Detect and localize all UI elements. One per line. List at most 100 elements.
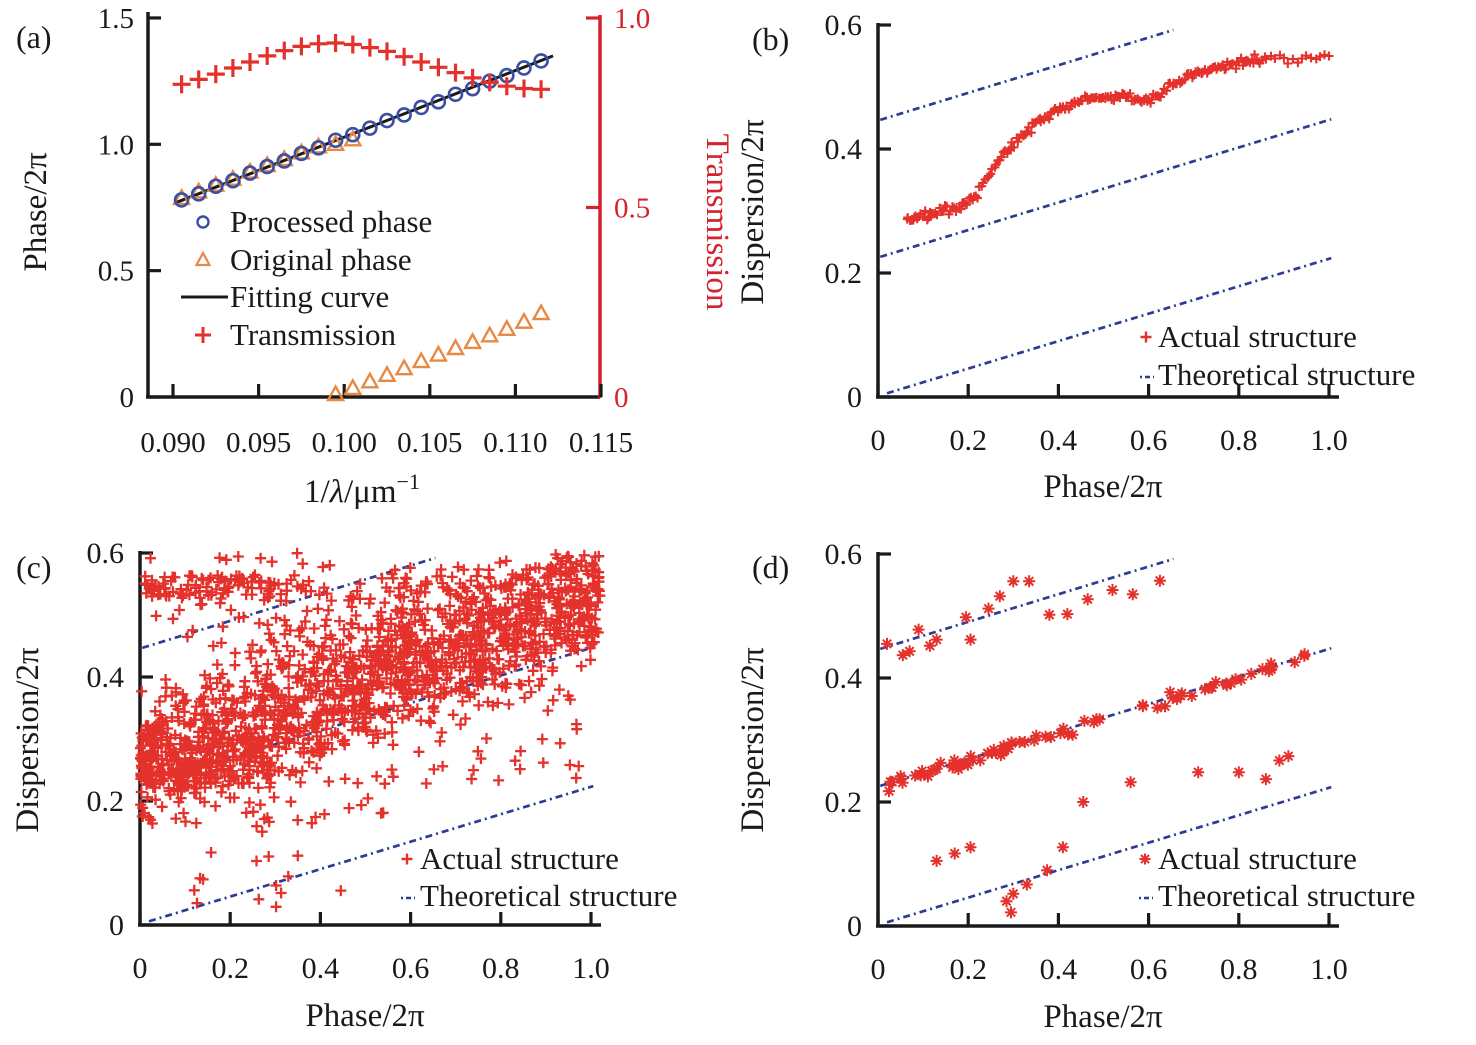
x-tick-label: 0: [133, 952, 148, 985]
panel-label-c: (c): [16, 549, 52, 585]
y-tick-label: 0.2: [825, 786, 863, 819]
y-axis-label: Dispersion/2π: [735, 647, 771, 833]
processed-phase-point: [259, 158, 275, 175]
x-axis-label: Phase/2π: [305, 998, 425, 1034]
legend-label: Actual structure: [420, 841, 619, 876]
x-tick-label: 0.2: [949, 953, 987, 986]
actual-structure-points: [881, 574, 1311, 919]
y-tick-label: 0.4: [825, 662, 863, 695]
x-tick-label: 0.6: [392, 952, 430, 985]
processed-phase-point: [293, 145, 310, 162]
y-tick-label-left: 1.5: [98, 3, 134, 35]
legend-label: Processed phase: [230, 204, 432, 239]
processed-phase-point: [379, 112, 395, 129]
x-tick-label: 0.4: [1040, 953, 1078, 986]
y-tick-label: 0.2: [825, 257, 863, 290]
y-tick-label-right: 0.5: [614, 193, 650, 225]
panel-label-a: (a): [16, 19, 52, 55]
processed-phase-point: [190, 186, 207, 202]
x-tick-label: 0.105: [397, 427, 462, 459]
x-tick-label: 1.0: [572, 952, 610, 985]
theoretical-structure-line: [879, 117, 1332, 259]
theoretical-structure-line: [879, 557, 1174, 651]
y-axis-label-right: Transmission: [699, 134, 735, 311]
processed-phase-point: [430, 94, 447, 110]
x-tick-label: 0.090: [140, 427, 205, 459]
y-tick-label: 0.6: [825, 9, 863, 42]
x-tick-label: 0.095: [226, 427, 291, 459]
panel-b: 0 0.2 0.4 0.6 0.8 1.0 0 0.2 0.4 0.6 (b) Dispersion/…: [735, 9, 1415, 505]
theoretical-structure-line: [141, 645, 594, 787]
x-axis-label: Phase/2π: [1043, 999, 1163, 1035]
processed-phase-point: [173, 192, 190, 208]
legend-marker-plus: [1140, 331, 1152, 343]
processed-phase-point: [310, 140, 327, 156]
panel-d: 0 0.2 0.4 0.6 0.8 1.0 0 0.2 0.4 0.6 (d) Dispersion/…: [735, 538, 1415, 1035]
y-tick-label-left: 1.0: [98, 129, 134, 161]
legend-marker-circle: [196, 215, 210, 229]
x-tick-label: 0: [871, 424, 886, 457]
processed-phase-point: [516, 60, 532, 76]
x-tick-label: 0.8: [1220, 953, 1258, 986]
x-tick-label: 0.2: [211, 952, 249, 985]
y-tick-label: 0: [109, 909, 124, 942]
theoretical-structure-line: [148, 784, 594, 923]
y-tick-label-left: 0.5: [98, 256, 134, 288]
x-tick-label: 0.6: [1130, 953, 1168, 986]
legend-label: Fitting curve: [230, 279, 389, 314]
actual-structure-points: [902, 50, 1334, 225]
processed-phase-point: [533, 53, 549, 69]
x-tick-label: 0.8: [482, 952, 520, 985]
legend-marker-plus: [195, 327, 211, 343]
processed-phase-point: [225, 172, 241, 189]
theoretical-structure-line: [879, 646, 1332, 788]
legend-label: Actual structure: [1158, 319, 1357, 354]
original-phase-points: [172, 129, 551, 402]
processed-phase-point: [344, 126, 361, 143]
y-tick-label: 0.4: [87, 661, 125, 694]
panel-a: 0.090 0.095 0.100 0.105 0.110 0.115 0 0.5 1.0 1.5…: [16, 3, 735, 510]
x-tick-label: 0.110: [483, 427, 547, 459]
processed-phase-point: [447, 86, 464, 103]
processed-phase-point: [396, 107, 412, 123]
x-tick-label: 0.115: [569, 427, 633, 459]
x-tick-label: 0.2: [949, 424, 987, 457]
x-tick-label: 1.0: [1310, 953, 1348, 986]
transmission-points: [172, 34, 551, 99]
legend-marker-star: [1139, 853, 1151, 865]
y-tick-label: 0.6: [87, 537, 125, 570]
panel-label-b: (b): [752, 21, 789, 57]
y-axis-label: Dispersion/2π: [10, 647, 46, 833]
legend-label: Original phase: [230, 242, 412, 277]
theoretical-structure-line: [886, 785, 1332, 924]
x-tick-label: 0.100: [312, 427, 377, 459]
processed-phase-point: [242, 165, 258, 181]
legend-label: Theoretical structure: [1158, 878, 1415, 913]
theoretical-structure-line: [879, 28, 1174, 122]
y-tick-label-left: 0: [120, 382, 135, 414]
y-tick-label: 0: [847, 381, 862, 414]
y-tick-label: 0.2: [87, 785, 125, 818]
processed-phase-point: [413, 99, 430, 116]
y-axis-label: Dispersion/2π: [735, 119, 771, 305]
panel-c: 0 0.2 0.4 0.6 0.8 1.0 0 0.2 0.4 0.6 (c) Dispersion/…: [10, 537, 677, 1034]
legend-label: Transmission: [230, 317, 396, 352]
x-tick-label: 0.4: [302, 952, 340, 985]
x-tick-label: 0: [871, 953, 886, 986]
legend-label: Actual structure: [1158, 841, 1357, 876]
legend-label: Theoretical structure: [420, 878, 677, 913]
legend-marker-triangle: [194, 250, 212, 267]
processed-phase-point: [276, 153, 293, 169]
x-tick-label: 0.4: [1040, 424, 1078, 457]
x-tick-label: 1.0: [1310, 424, 1348, 457]
y-tick-label-right: 0: [614, 382, 629, 414]
legend-label: Theoretical structure: [1158, 357, 1415, 392]
actual-structure-points: [134, 547, 606, 913]
x-axis-label: Phase/2π: [1043, 469, 1163, 505]
y-tick-label: 0: [847, 910, 862, 943]
y-tick-label: 0.6: [825, 538, 863, 571]
processed-phase-point: [208, 178, 224, 195]
panel-label-d: (d): [752, 549, 789, 585]
y-axis-label-left: Phase/2π: [18, 152, 54, 272]
